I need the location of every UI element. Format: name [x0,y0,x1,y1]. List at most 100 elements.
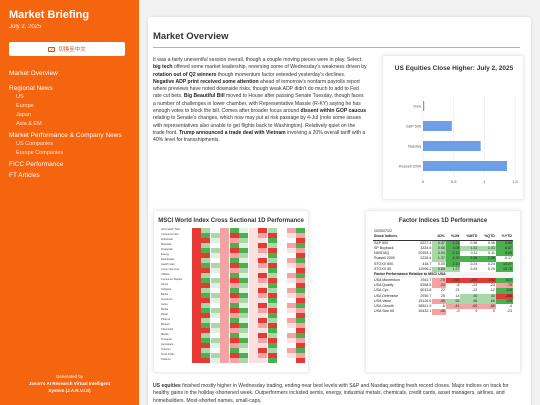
heatmap-cell [286,288,296,293]
heatmap-cell [286,263,296,268]
table-cell: -6 [441,304,445,309]
heatmap-cell [229,348,239,353]
bar-russell-2000 [423,161,508,171]
heatmap-cell [191,233,201,238]
category-label: Russell 2000 [399,165,421,169]
heatmap-cell [296,273,305,278]
heatmap-cell [220,343,229,348]
heatmap-cell [201,233,210,238]
table-row: USA Quality 6268.5 -33 -8 -23 -23 -78 [373,282,513,289]
sidebar-item-ft-articles[interactable]: FT Articles [9,172,40,179]
heatmap-cell [286,268,296,273]
heatmap-cell [229,318,239,323]
sidebar-item-us-companies[interactable]: US Companies [16,141,53,147]
heatmap-cell [239,258,248,263]
sidebar-item-market-overview[interactable]: Market Overview [9,70,58,77]
heatmap-cell [277,278,286,283]
heatmap-cell [201,298,210,303]
heatmap-cell [248,253,258,258]
heatmap-cell [201,348,210,353]
highlight-text: Big Beautiful Bill [183,93,225,100]
heatmap-cell [201,253,210,258]
heatmap-cell [286,353,296,358]
sidebar-item-regional-news[interactable]: Regional News [9,85,53,92]
heatmap-cell [258,293,267,298]
heatmap-cell [229,343,239,348]
heatmap-cell [210,258,220,263]
table-cell: 10.72 [495,267,513,273]
table-cell: 128 [495,298,513,305]
heatmap-cell [201,228,210,233]
sidebar-item-europe[interactable]: Europe [16,103,34,109]
table-cell: 0.36 [470,240,478,245]
table-row: USA Size tilt 16432.1 -46 -5 9 9 -23 [373,309,513,315]
heatmap-cell [191,243,201,248]
table-cell: 2.10 [445,251,461,257]
heatmap-cell [286,273,296,278]
heatmap-cell [191,228,201,233]
table-cell: -65 [478,304,496,310]
bar-dow [423,101,425,111]
heatmap-cell [191,303,201,308]
heatmap-cell [239,278,248,283]
heatmap-cell [229,298,239,303]
heatmap-cell [229,258,239,263]
heatmap-row-label: Autos [161,303,168,306]
heatmap-cell [220,243,229,248]
heatmap-cell [267,338,277,343]
heatmap-row-label: Materials [161,243,172,246]
heatmap-cell [201,338,210,343]
heatmap-cell [267,293,277,298]
heatmap-cell [210,293,220,298]
row-label: USA Growth [374,304,394,309]
heatmap-cell [296,268,305,273]
heatmap-cell [191,313,201,318]
table-cell: -33 [432,282,446,289]
heatmap-row-label: Consumer Staples [161,278,183,281]
sidebar-item-europe-companies[interactable]: Europe Companies [16,150,64,156]
heatmap-cell [258,328,267,333]
heatmap-cell [248,278,258,283]
heatmap-cell [201,343,210,348]
heatmap-cell [210,233,220,238]
heatmap-cell [296,238,305,243]
heatmap-cell [210,283,220,288]
overview-paragraph: It was a fairly uneventful session overa… [153,57,367,145]
heatmap-row-label: Energy [161,253,170,256]
table-cell: 30 [460,293,479,299]
category-label: Nasdaq [408,145,421,149]
heatmap-cell [229,293,239,298]
table-header-cell [411,234,433,241]
heatmap-cell [229,238,239,243]
sidebar-item-us[interactable]: US [16,94,24,100]
heatmap-cell [229,253,239,258]
heatmap-cell [258,348,267,353]
heatmap-cell [191,348,201,353]
heatmap-row-label: Utilities [161,273,170,276]
report-date: July 2, 2025 [9,24,42,30]
heatmap-cell [286,258,296,263]
heatmap-cell [277,308,286,313]
heatmap-cell [248,263,258,268]
table-cell: 14.27 [495,261,513,268]
heatmap-cell [286,303,296,308]
category-label: Dow [413,105,421,109]
heatmap-cell [286,228,296,233]
sidebar-item-asia-em[interactable]: Asia & EM [16,121,42,127]
heatmap-cell [210,253,220,258]
heatmap-cell [191,258,201,263]
heatmap-cell [239,353,248,358]
language-toggle-button[interactable]: 文 切換至中文 [9,42,125,56]
body-text: though momentum factor extended yesterda… [216,71,346,78]
heatmap-cell [258,278,267,283]
sidebar-item-market-performance-company-news[interactable]: Market Performance & Company News [9,132,122,139]
sidebar-item-ficc-performance[interactable]: FICC Performance [9,161,64,168]
heatmap-cell [248,338,258,343]
heatmap-cell [267,253,277,258]
row-label: STOXX 600 [374,261,394,266]
heatmap-cell [248,238,258,243]
heatmap-cell [191,323,201,328]
heatmap-cell [201,258,210,263]
sidebar-item-japan[interactable]: Japan [16,112,31,118]
heatmap-cell [296,318,305,323]
